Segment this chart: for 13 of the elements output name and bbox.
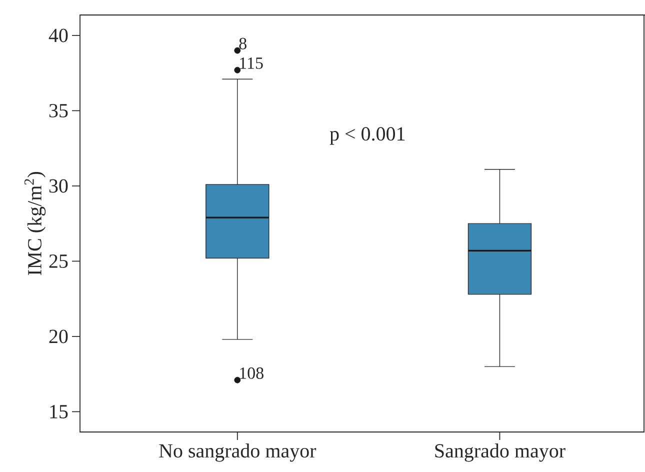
x-tick-label: Sangrado mayor — [435, 444, 566, 462]
annotation: 108 — [240, 367, 264, 379]
y-tick-label: 40 — [48, 28, 68, 42]
y-tick-label: 20 — [49, 330, 68, 344]
y-tick-label: 15 — [50, 404, 68, 418]
annotation: 115 — [240, 57, 263, 69]
x-tick-label: No sangrado mayor — [159, 444, 316, 462]
y-tick-label: 35 — [49, 104, 68, 118]
annotation: 8 — [239, 38, 246, 50]
y-tick-label: 25 — [49, 254, 68, 268]
y-tick-label: 30 — [49, 179, 68, 193]
annotation: p < 0.001 — [330, 127, 405, 145]
y-axis-title: IMC (kg/m$^{2}$) — [24, 172, 46, 276]
